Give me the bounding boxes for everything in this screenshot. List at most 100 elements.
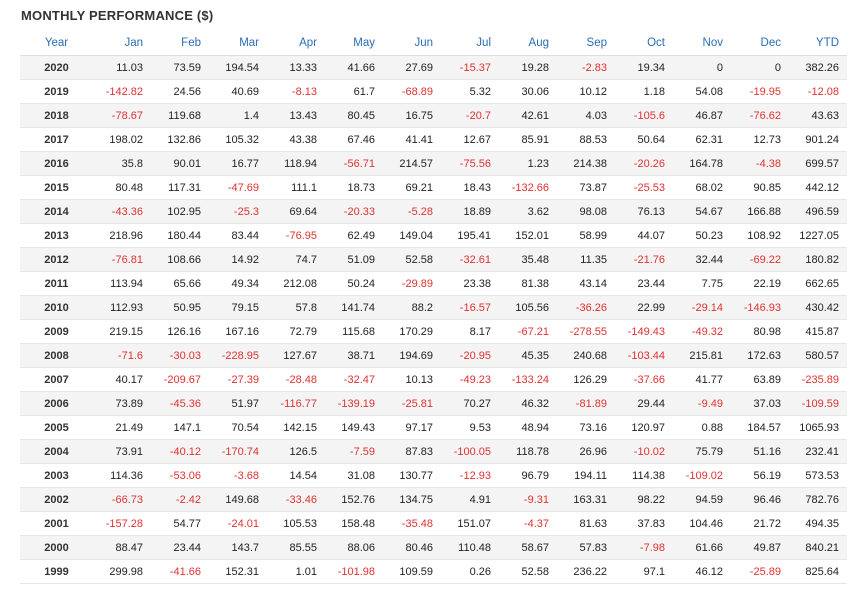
value-cell: 57.8	[267, 295, 325, 320]
value-cell: -41.66	[151, 559, 209, 584]
value-cell: 13.33	[267, 55, 325, 80]
value-cell: 114.36	[93, 463, 151, 488]
year-cell: 2014	[20, 199, 93, 224]
value-cell: -76.81	[93, 247, 151, 272]
value-cell: 73.16	[557, 415, 615, 440]
value-cell: 115.68	[325, 319, 383, 344]
value-cell: 80.46	[383, 535, 441, 560]
value-cell: 22.19	[731, 271, 789, 296]
value-cell: 61.7	[325, 79, 383, 104]
value-cell: -43.36	[93, 199, 151, 224]
column-header-jul: Jul	[441, 31, 499, 56]
value-cell: -16.57	[441, 295, 499, 320]
year-cell: 2005	[20, 415, 93, 440]
value-cell: -3.68	[209, 463, 267, 488]
value-cell: 11.03	[93, 55, 151, 80]
year-cell: 2001	[20, 511, 93, 536]
value-cell: 132.86	[151, 127, 209, 152]
value-cell: 79.15	[209, 295, 267, 320]
value-cell: 184.57	[731, 415, 789, 440]
table-row: 2004 73.91 -40.12 -170.74 126.5 -7.59 87.83 -10…	[20, 439, 847, 464]
value-cell: 42.61	[499, 103, 557, 128]
value-cell: -103.44	[615, 343, 673, 368]
value-cell: 50.23	[673, 223, 731, 248]
value-cell: 88.53	[557, 127, 615, 152]
value-cell: -76.62	[731, 103, 789, 128]
value-cell: 13.43	[267, 103, 325, 128]
table-row: 2017 198.02 132.86 105.32 43.38 67.46 41.41 12.…	[20, 127, 847, 152]
value-cell: 0.26	[441, 559, 499, 584]
year-cell: 2016	[20, 151, 93, 176]
value-cell: 118.94	[267, 151, 325, 176]
value-cell: 51.09	[325, 247, 383, 272]
value-cell: 96.79	[499, 463, 557, 488]
value-cell: 46.12	[673, 559, 731, 584]
value-cell: 50.24	[325, 271, 383, 296]
value-cell: 105.32	[209, 127, 267, 152]
value-cell: 11.35	[557, 247, 615, 272]
value-cell: 52.58	[383, 247, 441, 272]
value-cell: -75.56	[441, 151, 499, 176]
value-cell: 50.64	[615, 127, 673, 152]
value-cell: -5.28	[383, 199, 441, 224]
value-cell: -27.39	[209, 367, 267, 392]
value-cell: -49.23	[441, 367, 499, 392]
value-cell: 40.17	[93, 367, 151, 392]
value-cell: 12.73	[731, 127, 789, 152]
value-cell: -21.76	[615, 247, 673, 272]
value-cell: 109.59	[383, 559, 441, 584]
table-row: 2002 -66.73 -2.42 149.68 -33.46 152.76 134.75 4…	[20, 487, 847, 512]
value-cell: 164.78	[673, 151, 731, 176]
value-cell: 0	[673, 55, 731, 80]
value-cell: 212.08	[267, 271, 325, 296]
value-cell: 80.45	[325, 103, 383, 128]
value-cell: 1227.05	[789, 223, 847, 248]
value-cell: -157.28	[93, 511, 151, 536]
value-cell: -36.26	[557, 295, 615, 320]
value-cell: 49.87	[731, 535, 789, 560]
value-cell: 167.16	[209, 319, 267, 344]
value-cell: 45.35	[499, 343, 557, 368]
value-cell: 61.66	[673, 535, 731, 560]
value-cell: 54.08	[673, 79, 731, 104]
value-cell: 166.88	[731, 199, 789, 224]
value-cell: 415.87	[789, 319, 847, 344]
value-cell: 51.97	[209, 391, 267, 416]
value-cell: 151.07	[441, 511, 499, 536]
column-header-sep: Sep	[557, 31, 615, 56]
value-cell: -2.83	[557, 55, 615, 80]
value-cell: 105.56	[499, 295, 557, 320]
value-cell: -105.6	[615, 103, 673, 128]
value-cell: 30.06	[499, 79, 557, 104]
year-cell: 2003	[20, 463, 93, 488]
table-row: 2011 113.94 65.66 49.34 212.08 50.24 -29.89 23.…	[20, 271, 847, 296]
value-cell: -133.24	[499, 367, 557, 392]
year-cell: 2020	[20, 55, 93, 80]
value-cell: 23.38	[441, 271, 499, 296]
table-row: 2006 73.89 -45.36 51.97 -116.77 -139.19 -25.81…	[20, 391, 847, 416]
table-row: 2012 -76.81 108.66 14.92 74.7 51.09 52.58 -32.6…	[20, 247, 847, 272]
value-cell: -33.46	[267, 487, 325, 512]
value-cell: 149.43	[325, 415, 383, 440]
table-row: 2008 -71.6 -30.03 -228.95 127.67 38.71 194.69-…	[20, 343, 847, 368]
value-cell: 194.69	[383, 343, 441, 368]
value-cell: 23.44	[615, 271, 673, 296]
value-cell: 88.47	[93, 535, 151, 560]
value-cell: -142.82	[93, 79, 151, 104]
value-cell: 83.44	[209, 223, 267, 248]
value-cell: 130.77	[383, 463, 441, 488]
value-cell: 19.28	[499, 55, 557, 80]
value-cell: 31.08	[325, 463, 383, 488]
value-cell: -209.67	[151, 367, 209, 392]
value-cell: -40.12	[151, 439, 209, 464]
column-header-jun: Jun	[383, 31, 441, 56]
value-cell: 81.63	[557, 511, 615, 536]
value-cell: 22.99	[615, 295, 673, 320]
value-cell: 94.59	[673, 487, 731, 512]
value-cell: 26.96	[557, 439, 615, 464]
table-header: Year Jan Feb Mar Apr May Jun Jul Aug Sep Oct Nov Dec…	[20, 31, 847, 56]
value-cell: 44.07	[615, 223, 673, 248]
value-cell: -78.67	[93, 103, 151, 128]
value-cell: 147.1	[151, 415, 209, 440]
value-cell: 152.76	[325, 487, 383, 512]
